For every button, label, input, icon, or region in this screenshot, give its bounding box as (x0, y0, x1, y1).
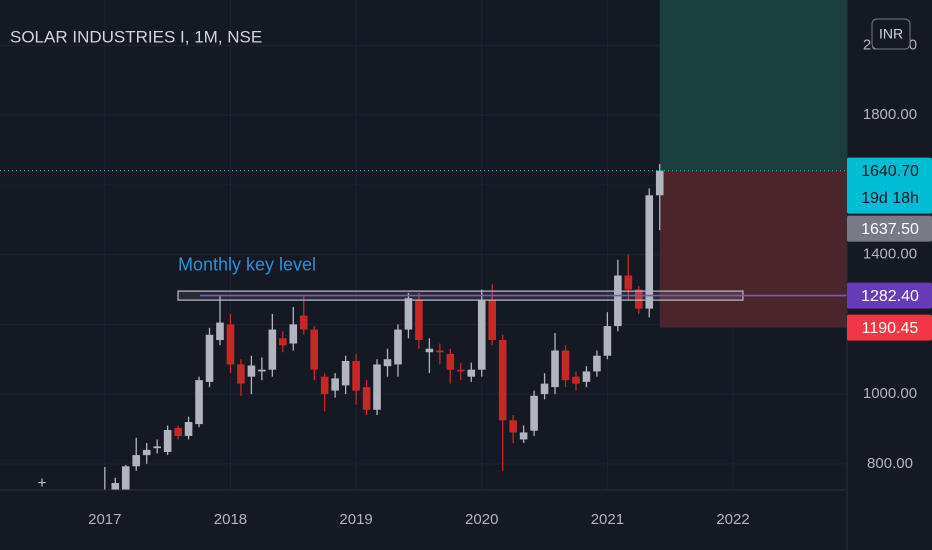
candle-body (310, 329, 319, 370)
candle-body (70, 497, 78, 500)
candle-body (593, 355, 601, 372)
candle-body (142, 449, 151, 456)
candle-body (383, 359, 392, 367)
candle-body (362, 387, 371, 410)
candle-body (331, 378, 339, 391)
candle-body (634, 289, 643, 309)
candle-body (279, 338, 287, 346)
candle-body (80, 497, 88, 499)
price-label: 1282.40 (861, 288, 919, 305)
price-label-box (847, 157, 932, 214)
candle-body (153, 446, 161, 449)
candle-body (645, 195, 654, 309)
candle-body (205, 334, 214, 382)
candle-body (49, 497, 57, 499)
candle-body (184, 421, 193, 436)
candle-body (394, 329, 402, 365)
x-tick-label: 2020 (465, 511, 498, 528)
candle-body (415, 299, 423, 341)
candle-body (561, 350, 570, 381)
candle-body (519, 432, 528, 440)
key-level-label: Monthly key level (178, 254, 316, 274)
candle-body (38, 481, 46, 484)
candle-body (509, 420, 517, 433)
overlays: Monthly key level (0, 170, 847, 301)
candle-body (268, 329, 277, 370)
candle-body (373, 364, 381, 410)
loss-zone (659, 170, 847, 328)
profit-zone (659, 0, 847, 171)
candle-body (289, 324, 298, 344)
candle-body (477, 299, 486, 370)
price-label: 1190.45 (862, 320, 919, 337)
candle-body (226, 324, 235, 365)
y-tick-label: 1800.00 (863, 106, 917, 123)
candle-body (341, 360, 350, 386)
candle-body (174, 427, 182, 436)
price-label-box (847, 282, 932, 309)
candle-body (425, 348, 434, 353)
candle-body (195, 380, 203, 425)
candle-body (404, 298, 413, 330)
y-tick-label: 1000.00 (863, 385, 917, 402)
candle-body (91, 499, 99, 500)
candle-body (237, 364, 245, 384)
candle-body (572, 376, 580, 384)
position-zones (659, 0, 847, 328)
candle-body (530, 395, 538, 431)
candle-body (603, 326, 612, 356)
price-label: 1640.70 (861, 163, 919, 180)
candle-body (352, 360, 360, 391)
x-tick-label: 2017 (88, 511, 121, 528)
currency-button-box[interactable] (871, 18, 911, 50)
x-tick-label: 2022 (716, 511, 749, 528)
candle-body (101, 492, 109, 499)
candle-body (247, 365, 256, 377)
candle-body (320, 376, 329, 395)
candle-body (498, 340, 507, 421)
candle-body (59, 499, 67, 501)
candle-body (457, 369, 465, 372)
candle-body (624, 275, 633, 290)
candle-body (132, 455, 141, 467)
candle-body (111, 483, 120, 490)
candle-body (299, 315, 308, 330)
candle-body (121, 466, 130, 490)
candle-body (216, 322, 224, 341)
candle-body (582, 371, 591, 382)
candle-body (258, 369, 266, 372)
candle-body (540, 383, 549, 395)
candle-body (614, 275, 622, 327)
y-tick-label: 1400.00 (863, 246, 917, 263)
chart-title: SOLAR INDUSTRIES I, 1M, NSE (10, 27, 262, 46)
candle-body (446, 353, 455, 370)
x-tick-label: 2019 (339, 511, 372, 528)
currency-label[interactable]: INR (879, 26, 903, 42)
price-labels: 1640.70 19d 18h 1637.50 1282.40 1190.45 (847, 157, 932, 341)
candles (38, 163, 664, 501)
price-label: 1637.50 (861, 221, 919, 238)
candle-body (488, 299, 497, 341)
price-label-box (847, 215, 932, 242)
candle-body (551, 350, 559, 388)
x-tick-label: 2018 (214, 511, 247, 528)
x-tick-label: 2021 (591, 511, 624, 528)
currency-button[interactable]: INR (871, 18, 911, 50)
candle-body (467, 369, 476, 377)
price-label-countdown: 19d 18h (861, 190, 919, 207)
price-label-box (847, 314, 932, 341)
candle-body (163, 430, 172, 452)
candle-body (436, 350, 444, 353)
candle-body (655, 170, 664, 196)
y-tick-label: 800.00 (867, 455, 913, 472)
